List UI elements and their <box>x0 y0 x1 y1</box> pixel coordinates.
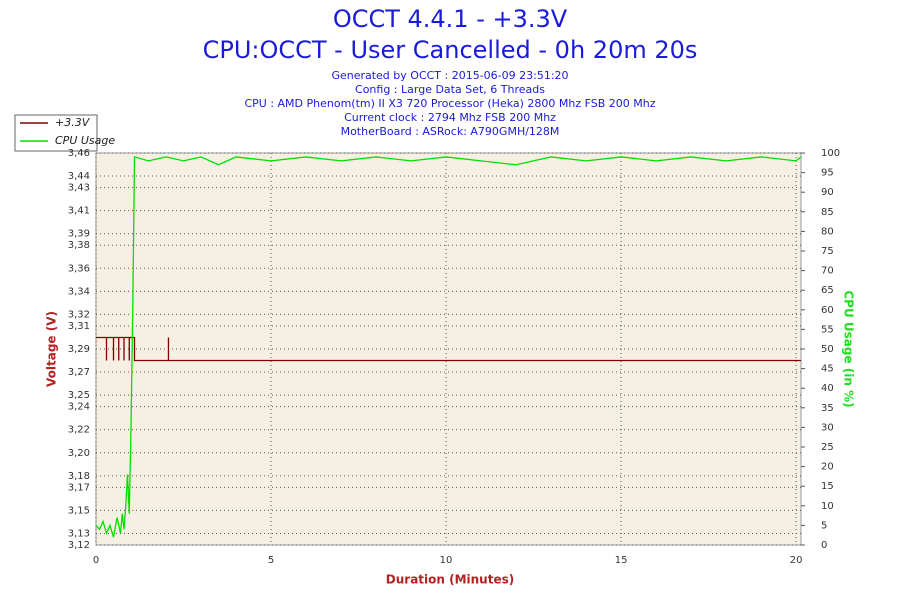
y-tick-label: 3,17 <box>68 482 90 493</box>
y2-tick-label: 90 <box>821 187 834 198</box>
y2-tick-label: 75 <box>821 246 834 257</box>
chart-subtitle: CPU:OCCT - User Cancelled - 0h 20m 20s <box>203 36 698 64</box>
y-tick-label: 3,12 <box>68 540 90 551</box>
y2-tick-label: 15 <box>821 481 834 492</box>
y2-tick-label: 30 <box>821 422 834 433</box>
y2-tick-label: 50 <box>821 344 834 355</box>
info-line: Config : Large Data Set, 6 Threads <box>355 83 545 96</box>
y-tick-label: 3,24 <box>68 402 90 413</box>
legend-box <box>14 114 98 152</box>
y-tick-label: 3,31 <box>68 321 90 332</box>
y2-tick-label: 85 <box>821 207 834 218</box>
x-tick-label: 15 <box>615 555 628 566</box>
y2-tick-label: 100 <box>821 148 840 159</box>
y-tick-label: 3,25 <box>68 390 90 401</box>
y-tick-label: 3,39 <box>68 229 90 240</box>
y-tick-label: 3,38 <box>68 240 90 251</box>
info-line: MotherBoard : ASRock: A790GMH/128M <box>341 125 560 138</box>
info-line: CPU : AMD Phenom(tm) II X3 720 Processor… <box>244 97 655 110</box>
x-tick-label: 5 <box>268 555 274 566</box>
series-line <box>96 336 801 362</box>
y-tick-label: 3,18 <box>68 471 90 482</box>
x-tick-label: 20 <box>790 555 803 566</box>
legend-label: +3.3V <box>55 116 91 129</box>
y2-tick-label: 60 <box>821 305 834 316</box>
y2-tick-label: 80 <box>821 226 834 237</box>
legend-label: CPU Usage <box>55 134 115 147</box>
y-tick-label: 3,29 <box>68 344 90 355</box>
y-tick-label: 3,15 <box>68 505 90 516</box>
y-tick-label: 3,34 <box>68 286 90 297</box>
x-tick-label: 10 <box>440 555 453 566</box>
y2-tick-label: 45 <box>821 364 834 375</box>
y-tick-label: 3,41 <box>68 206 90 217</box>
y2-tick-label: 95 <box>821 168 834 179</box>
y-axis-label: Voltage (V) <box>45 311 59 387</box>
y-tick-label: 3,46 <box>68 148 90 159</box>
y2-tick-label: 20 <box>821 462 834 473</box>
y2-tick-label: 65 <box>821 285 834 296</box>
y-tick-label: 3,22 <box>68 425 90 436</box>
y-tick-label: 3,32 <box>68 309 90 320</box>
y-tick-label: 3,44 <box>68 171 90 182</box>
y2-tick-label: 25 <box>821 442 834 453</box>
y2-axis-label: CPU Usage (in %) <box>842 290 856 407</box>
y-tick-label: 3,27 <box>68 367 90 378</box>
y2-tick-label: 55 <box>821 324 834 335</box>
y-tick-label: 3,13 <box>68 528 90 539</box>
x-axis-label: Duration (Minutes) <box>386 573 514 587</box>
info-line: Current clock : 2794 Mhz FSB 200 Mhz <box>344 111 556 124</box>
y2-tick-label: 35 <box>821 403 834 414</box>
y-tick-label: 3,43 <box>68 183 90 194</box>
y-tick-label: 3,20 <box>68 448 90 459</box>
y2-tick-label: 70 <box>821 266 834 277</box>
y2-tick-label: 40 <box>821 383 834 394</box>
chart-title: OCCT 4.4.1 - +3.3V <box>333 5 568 33</box>
y2-tick-label: 0 <box>821 540 827 551</box>
x-tick-label: 0 <box>93 555 99 566</box>
y-tick-label: 3,36 <box>68 263 90 274</box>
y2-tick-label: 10 <box>821 501 834 512</box>
y2-tick-label: 5 <box>821 520 827 531</box>
info-line: Generated by OCCT : 2015-06-09 23:51:20 <box>331 69 568 82</box>
series-line <box>95 156 802 538</box>
